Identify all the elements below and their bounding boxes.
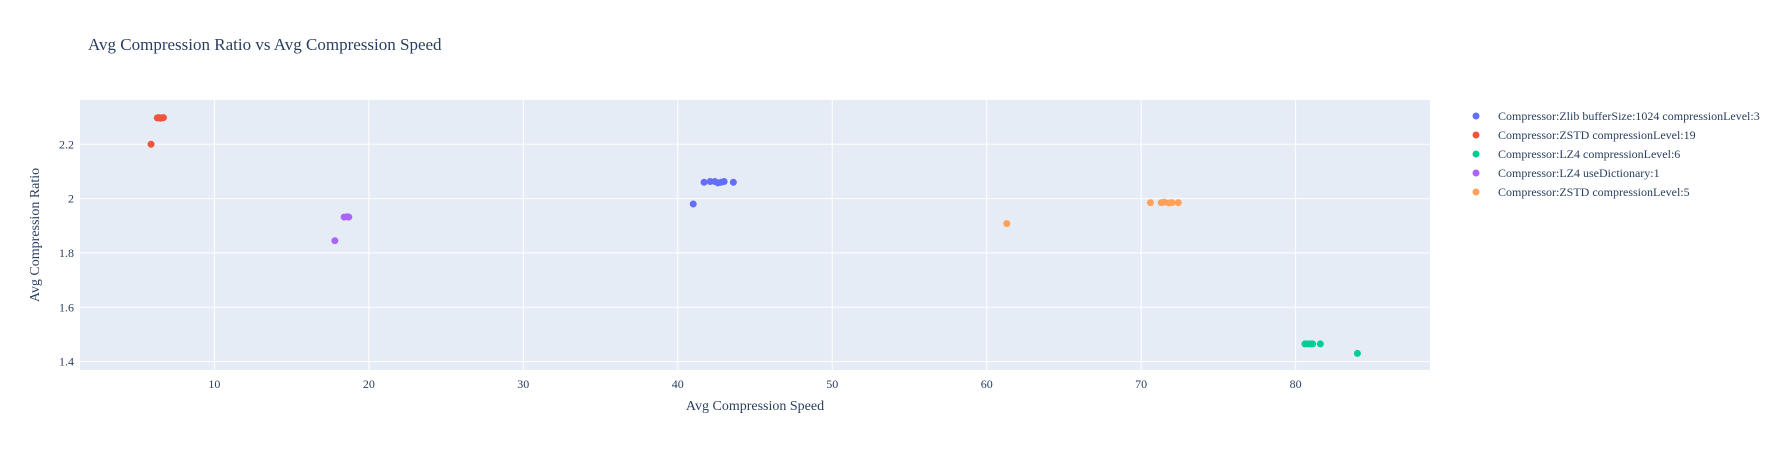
data-point[interactable] [1309,340,1317,348]
series-group [331,213,353,245]
x-axis-title: Avg Compression Speed [686,399,824,414]
data-point[interactable] [1316,340,1324,348]
data-point[interactable] [720,177,728,185]
y-gridlines [80,143,1430,363]
x-gridlines [213,100,1297,370]
data-point[interactable] [729,178,737,186]
x-tick-label: 30 [517,377,529,391]
y-axis-title: Avg Compression Ratio [28,168,43,302]
legend-item[interactable]: Compressor:LZ4 compressionLevel:6 [1472,147,1681,161]
legend-marker [1472,131,1480,139]
chart-title: Avg Compression Ratio vs Avg Compression… [88,35,442,54]
y-tick-label: 1.8 [59,246,74,260]
legend-label: Compressor:ZSTD compressionLevel:5 [1498,185,1690,199]
x-tick-label: 10 [208,377,220,391]
y-tick-label: 1.4 [59,355,74,369]
data-point[interactable] [1003,220,1011,228]
legend-item[interactable]: Compressor:ZSTD compressionLevel:5 [1472,185,1690,199]
legend[interactable]: Compressor:Zlib bufferSize:1024 compress… [1472,109,1760,199]
legend-item[interactable]: Compressor:Zlib bufferSize:1024 compress… [1472,109,1760,123]
legend-label: Compressor:LZ4 useDictionary:1 [1498,166,1660,180]
legend-marker [1472,188,1480,196]
data-point[interactable] [689,200,697,208]
legend-marker [1472,169,1480,177]
x-tick-label: 60 [981,377,993,391]
data-point[interactable] [1168,199,1176,207]
data-point[interactable] [331,237,339,245]
y-axis-ticks: 1.4 1.6 1.8 2 2.2 [59,137,74,368]
data-point[interactable] [147,140,155,148]
x-tick-label: 70 [1135,377,1147,391]
plot-area [80,100,1430,370]
data-point[interactable] [1353,349,1361,357]
data-point[interactable] [1174,199,1182,207]
y-tick-label: 1.6 [59,300,74,314]
x-tick-label: 20 [363,377,375,391]
y-tick-label: 2 [68,192,74,206]
data-point[interactable] [345,213,353,221]
series-group [1301,340,1361,357]
data-point[interactable] [700,178,708,186]
x-tick-label: 50 [826,377,838,391]
data-points [147,114,1361,357]
y-tick-label: 2.2 [59,137,74,151]
legend-label: Compressor:LZ4 compressionLevel:6 [1498,147,1680,161]
x-axis-ticks: 10 20 30 40 50 60 70 80 [208,377,1301,391]
series-group [689,177,737,208]
data-point[interactable] [159,114,167,122]
legend-marker [1472,150,1480,158]
series-group [147,114,167,148]
series-group [1003,198,1182,228]
legend-label: Compressor:ZSTD compressionLevel:19 [1498,128,1696,142]
x-tick-label: 40 [672,377,684,391]
legend-item[interactable]: Compressor:LZ4 useDictionary:1 [1472,166,1660,180]
data-point[interactable] [1146,199,1154,207]
x-tick-label: 80 [1290,377,1302,391]
legend-label: Compressor:Zlib bufferSize:1024 compress… [1498,109,1760,123]
legend-marker [1472,112,1480,120]
legend-item[interactable]: Compressor:ZSTD compressionLevel:19 [1472,128,1696,142]
